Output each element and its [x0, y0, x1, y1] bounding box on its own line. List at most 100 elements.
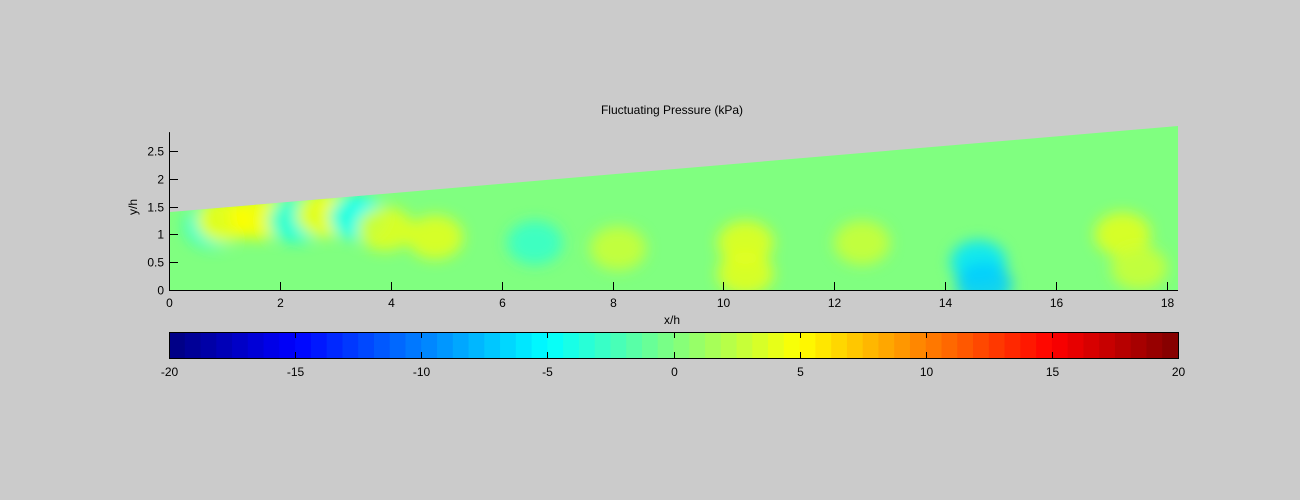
pressure-feature — [590, 226, 647, 271]
x-tick-label: 0 — [166, 296, 173, 310]
colorbar-swatch — [1114, 332, 1132, 358]
colorbar — [169, 332, 1179, 359]
x-tick-label: 4 — [388, 296, 395, 310]
colorbar-swatch — [1130, 332, 1148, 358]
colorbar-swatch — [468, 332, 485, 358]
colorbar-swatch — [578, 332, 596, 358]
colorbar-swatch — [799, 332, 816, 358]
colorbar-swatch — [1162, 332, 1179, 358]
y-tick-label: 1 — [157, 228, 164, 242]
y-axis-label: y/h — [126, 199, 140, 215]
colorbar-swatch — [1146, 332, 1163, 358]
colorbar-swatch — [973, 332, 990, 358]
colorbar-swatch — [247, 332, 265, 358]
x-tick-label: 10 — [717, 296, 731, 310]
colorbar-swatch — [547, 332, 564, 358]
pressure-feature — [506, 220, 563, 265]
pressure-feature — [833, 220, 890, 265]
colorbar-swatch — [626, 332, 643, 358]
colorbar-swatch — [1004, 332, 1021, 358]
colorbar-swatch — [925, 332, 943, 358]
colorbar-swatch — [641, 332, 659, 358]
colorbar-swatch — [1020, 332, 1037, 358]
colorbar-swatch — [1083, 332, 1100, 358]
pressure-feature — [717, 251, 774, 290]
colorbar-swatch — [941, 332, 958, 358]
y-tick-label: 2.5 — [147, 145, 164, 159]
colorbar-swatch — [326, 332, 344, 358]
y-axis: 0 0.5 1 1.5 2 2.5 — [147, 132, 178, 298]
x-tick-label: 6 — [499, 296, 506, 310]
colorbar-swatch — [689, 332, 706, 358]
colorbar-swatch — [342, 332, 359, 358]
colorbar-tick-label: 0 — [671, 365, 678, 379]
y-tick-label: 2 — [157, 173, 164, 187]
colorbar-swatch — [673, 332, 690, 358]
colorbar-swatch — [831, 332, 848, 358]
colorbar-swatch — [657, 332, 675, 358]
pressure-feature — [717, 220, 774, 265]
x-axis-label: x/h — [664, 313, 680, 327]
colorbar-swatch — [894, 332, 911, 358]
colorbar-swatch — [437, 332, 454, 358]
colorbar-swatch — [705, 332, 722, 358]
colorbar-swatch — [358, 332, 375, 358]
x-tick-label: 14 — [939, 296, 953, 310]
colorbar-swatch — [736, 332, 753, 358]
colorbar-swatch — [768, 332, 785, 358]
colorbar-swatch — [957, 332, 974, 358]
colorbar-swatch — [878, 332, 895, 358]
colorbar-swatch — [184, 332, 202, 358]
pressure-field — [169, 126, 1178, 290]
colorbar-swatch — [752, 332, 769, 358]
pressure-feature — [357, 206, 414, 251]
colorbar-swatch — [515, 332, 533, 358]
colorbar-ticks: -20 -15 -10 -5 0 5 10 15 20 — [161, 332, 1186, 379]
colorbar-swatch — [563, 332, 580, 358]
pressure-feature — [407, 215, 464, 260]
colorbar-swatch — [1067, 332, 1085, 358]
colorbar-swatch — [531, 332, 548, 358]
y-tick-label: 0.5 — [147, 256, 164, 270]
colorbar-tick-label: 15 — [1046, 365, 1060, 379]
x-tick-label: 18 — [1161, 296, 1175, 310]
colorbar-swatch — [169, 332, 186, 358]
y-tick-label: 0 — [157, 284, 164, 298]
colorbar-swatch — [610, 332, 627, 358]
colorbar-swatch — [263, 332, 280, 358]
colorbar-swatch — [909, 332, 927, 358]
field-features — [185, 192, 1168, 290]
colorbar-swatch — [594, 332, 612, 358]
colorbar-swatch — [452, 332, 470, 358]
colorbar-swatch — [846, 332, 864, 358]
y-tick-label: 1.5 — [147, 201, 164, 215]
colorbar-swatch — [200, 332, 217, 358]
colorbar-swatch — [815, 332, 832, 358]
pressure-feature — [1111, 245, 1168, 290]
colorbar-swatch — [500, 332, 517, 358]
colorbar-tick-label: 20 — [1172, 365, 1186, 379]
x-tick-label: 12 — [828, 296, 842, 310]
pressure-feature — [955, 262, 1012, 290]
chart-title: Fluctuating Pressure (kPa) — [601, 103, 743, 117]
colorbar-swatch — [862, 332, 880, 358]
colorbar-swatch — [484, 332, 501, 358]
colorbar-swatch — [279, 332, 296, 358]
colorbar-tick-label: -5 — [542, 365, 553, 379]
colorbar-tick-label: -20 — [161, 365, 179, 379]
colorbar-tick-label: -15 — [287, 365, 305, 379]
colorbar-swatch — [1099, 332, 1116, 358]
colorbar-swatch — [232, 332, 249, 358]
colorbar-swatch — [310, 332, 328, 358]
colorbar-swatch — [389, 332, 407, 358]
colorbar-swatch — [421, 332, 438, 358]
colorbar-swatch — [783, 332, 801, 358]
x-tick-label: 2 — [277, 296, 284, 310]
colorbar-tick-label: 10 — [920, 365, 934, 379]
colorbar-tick-label: 5 — [797, 365, 804, 379]
colorbar-swatch — [1036, 332, 1053, 358]
colorbar-tick-label: -10 — [413, 365, 431, 379]
pressure-feature — [1094, 212, 1151, 257]
colorbar-swatch — [295, 332, 312, 358]
